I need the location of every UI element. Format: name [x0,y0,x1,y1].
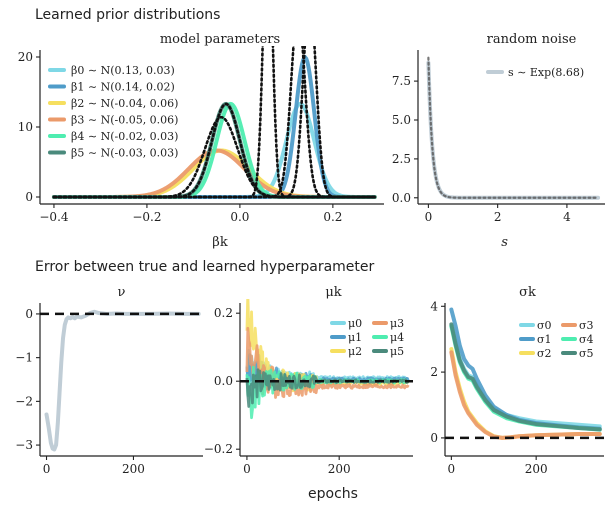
random-noise-series-line [426,60,601,200]
random-noise-ytick-label: 0.0 [392,191,411,205]
nu-error-title: ν [118,285,126,300]
random-noise-ytick-label: 7.5 [392,74,411,88]
random-noise-title: random noise [487,32,577,47]
random-noise-xlabel: s [501,235,508,250]
nu-error-xtick-label: 200 [122,462,145,476]
model-params-legend-label-1: β1 ∼ N(0.14, 0.02) [71,81,175,94]
random-noise-xtick-label: 0 [425,210,433,224]
mu-error-xtick-label: 0 [243,462,251,476]
sigma-error-ytick-label: 4 [430,299,438,313]
sigma-error-series-line-5 [449,322,602,432]
random-noise-xtick-label: 4 [563,210,571,224]
mu-error-legend-label-2: μ2 [348,345,362,358]
row1-title: Learned prior distributions [35,7,221,23]
mu-error-ytick-label: 0.2 [214,306,233,320]
sigma-error-legend-label-2: σ2 [537,347,552,360]
model-params-true-prior-4 [52,46,376,199]
nu-error-ytick-label: −1 [15,351,33,365]
sigma-error-legend-label-3: σ3 [579,319,594,332]
sigma-error-legend-label-5: σ5 [579,347,594,360]
sigma-error-series-line-3 [449,350,602,440]
random-noise-legend-label: s ∼ Exp(8.68) [508,66,584,79]
model-params-xtick-label: 0.0 [230,210,249,224]
sigma-error-xtick-label: 200 [525,462,548,476]
nu-error-series-line [44,309,201,452]
model-params-ytick-label: 20 [18,50,33,64]
chart-nu-error: 0 200 0 −1 −2 −3 ν [15,285,203,476]
model-params-xtick-label: −0.2 [132,210,161,224]
mu-error-legend-label-1: μ1 [348,331,362,344]
model-params-title: model parameters [160,32,280,47]
random-noise-ytick-label: 5.0 [392,113,411,127]
mu-error-legend-label-5: μ5 [390,345,404,358]
random-noise-ytick-label: 2.5 [392,152,411,166]
model-params-ytick-label: 0 [25,190,33,204]
mu-error-ytick-label: −0.2 [204,442,233,456]
row2-title: Error between true and learned hyperpara… [35,259,375,275]
model-params-xtick-label: −0.4 [39,210,69,224]
shared-xlabel-epochs: epochs [308,486,358,502]
random-noise-true-prior [427,56,600,199]
nu-error-ytick-label: −3 [15,438,33,452]
model-params-legend-label-4: β4 ∼ N(-0.02, 0.03) [71,130,178,143]
sigma-error-xtick-label: 0 [448,462,456,476]
mu-error-legend-label-4: μ4 [390,331,404,344]
model-params-legend-label-3: β3 ∼ N(-0.05, 0.06) [71,114,178,127]
sigma-error-legend-label-1: σ1 [537,333,552,346]
mu-error-series-line-4 [245,365,410,420]
model-params-xlabel: βk [212,235,228,250]
mu-error-ytick-label: 0.0 [214,374,233,388]
model-params-xtick-label: 0.2 [323,210,342,224]
sigma-error-legend-label-0: σ0 [537,319,552,332]
random-noise-xtick-label: 2 [494,210,502,224]
mu-error-legend-label-0: μ0 [348,317,362,330]
sigma-error-series-line-1 [449,307,602,431]
sigma-error-ytick-label: 0 [430,431,438,445]
nu-error-ytick-label: 0 [25,307,33,321]
mu-error-xtick-label: 200 [328,462,351,476]
sigma-error-title: σk [519,285,536,300]
chart-random-noise: 0 2 4 0.0 2.5 5.0 7.5 random noise s s ∼ Exp(8.68… [392,32,605,250]
sigma-error-legend-label-4: σ4 [579,333,594,346]
model-params-legend-label-0: β0 ∼ N(0.13, 0.03) [71,64,175,77]
nu-error-ytick-label: −2 [15,394,33,408]
mu-error-legend-label-3: μ3 [390,317,404,330]
mu-error-title: μk [325,285,341,300]
model-params-legend-label-2: β2 ∼ N(-0.04, 0.06) [71,97,178,110]
sigma-error-ytick-label: 2 [430,365,438,379]
chart-model-parameters: −0.4 −0.2 0.0 0.2 0 10 20 model parameters βk β0 … [18,32,384,250]
nu-error-xtick-label: 0 [43,462,51,476]
model-params-legend-label-5: β5 ∼ N(-0.03, 0.03) [71,147,178,160]
model-params-ytick-label: 10 [18,120,33,134]
